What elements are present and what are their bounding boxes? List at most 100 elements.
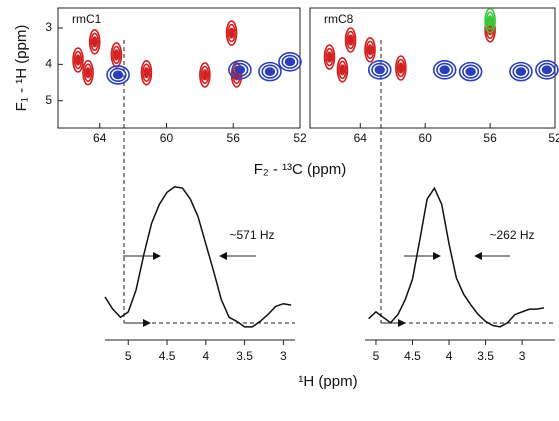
- peak: [484, 7, 496, 34]
- contour-level: [231, 62, 249, 77]
- peak: [367, 60, 392, 80]
- x-tick-label: 3.5: [477, 349, 494, 363]
- contour-level: [261, 64, 279, 79]
- peak: [106, 65, 130, 85]
- contour-level: [326, 51, 333, 63]
- peak: [535, 60, 559, 80]
- spectrum-line: [368, 186, 545, 328]
- contour-level: [91, 36, 98, 48]
- contour-level: [365, 40, 375, 60]
- contour-level: [228, 27, 235, 39]
- contour-level: [538, 62, 556, 77]
- contour-level: [142, 63, 151, 82]
- contour-level: [106, 65, 130, 85]
- contour-level: [347, 34, 354, 46]
- contour-level: [509, 61, 533, 82]
- peak: [364, 37, 376, 63]
- peak: [323, 44, 336, 70]
- peak: [72, 47, 84, 73]
- x-tick-label: 4: [446, 349, 453, 363]
- contour-level: [367, 44, 373, 56]
- contour-level: [432, 60, 457, 80]
- y-tick-label: 3: [45, 20, 52, 34]
- y-axis-label: F₁ - ¹H (ppm): [13, 25, 30, 112]
- contour-level: [367, 60, 392, 80]
- contour-level: [110, 42, 123, 68]
- contour-level: [396, 58, 406, 78]
- contour-level: [439, 65, 450, 75]
- peak: [199, 62, 211, 88]
- contour-level: [458, 61, 483, 82]
- contour-level: [436, 62, 454, 77]
- contour-level: [371, 62, 389, 77]
- peak: [258, 61, 282, 82]
- contour-level: [284, 57, 296, 67]
- x-tick-label: 4.5: [159, 349, 176, 363]
- peak: [458, 61, 483, 82]
- x-tick-label: 3: [280, 349, 287, 363]
- peak: [228, 60, 252, 80]
- contour-level: [72, 47, 84, 73]
- contour-level: [73, 50, 83, 70]
- x-tick-label: 56: [483, 131, 497, 145]
- contour-level: [264, 67, 276, 77]
- contour-level: [462, 64, 480, 79]
- peak: [344, 27, 357, 53]
- annotation: ~262 Hz: [489, 228, 534, 242]
- contour-level: [258, 61, 282, 82]
- contour-level: [323, 44, 336, 70]
- contour-level: [346, 30, 355, 50]
- x-tick-label: 56: [227, 131, 241, 145]
- contour-level: [339, 64, 346, 76]
- contour-level: [325, 47, 334, 67]
- peak: [509, 61, 533, 82]
- x-tick-label: 52: [293, 131, 307, 145]
- contour-level: [338, 60, 347, 80]
- x-tick-label: 5: [125, 349, 132, 363]
- contour-level: [395, 55, 407, 81]
- plot-frame: [57, 7, 301, 129]
- peak: [88, 29, 101, 55]
- x-tick-label: 64: [354, 131, 368, 145]
- contour-level: [398, 62, 404, 74]
- contour-level: [465, 67, 476, 77]
- contour-level: [344, 27, 357, 53]
- contour-level: [200, 65, 210, 85]
- contour-level: [336, 57, 349, 83]
- contour-level: [112, 45, 121, 65]
- x-tick-label: 52: [548, 131, 559, 145]
- panel-title: rmC1: [72, 12, 102, 26]
- spectrum-line: [104, 186, 292, 328]
- x-axis-label: F₂ - ¹³C (ppm): [254, 161, 346, 178]
- x-axis-label: ¹H (ppm): [298, 373, 357, 390]
- contour-level: [82, 59, 94, 86]
- peak: [336, 57, 349, 83]
- contour-level: [484, 7, 496, 34]
- contour-level: [512, 64, 530, 79]
- contour-level: [90, 32, 100, 52]
- x-tick-label: 4: [202, 349, 209, 363]
- contour-level: [109, 67, 127, 83]
- x-tick-label: 5: [373, 349, 380, 363]
- contour-level: [143, 67, 150, 79]
- x-tick-label: 3.5: [236, 349, 253, 363]
- y-tick-label: 4: [45, 57, 52, 71]
- contour-level: [227, 23, 236, 43]
- peak: [110, 42, 123, 68]
- contour-level: [202, 69, 208, 81]
- contour-level: [199, 62, 211, 88]
- contour-level: [374, 65, 385, 75]
- x-tick-label: 60: [160, 131, 174, 145]
- layout-lines: [123, 40, 555, 327]
- x-tick-label: 64: [93, 131, 107, 145]
- x-tick-label: 3: [519, 349, 526, 363]
- contour-level: [75, 54, 81, 66]
- peak: [82, 59, 94, 86]
- peak: [278, 52, 302, 72]
- peak: [395, 55, 407, 81]
- contour-level: [112, 70, 124, 80]
- contour-level: [225, 20, 238, 46]
- contour-level: [485, 11, 495, 30]
- contour-level: [228, 60, 252, 80]
